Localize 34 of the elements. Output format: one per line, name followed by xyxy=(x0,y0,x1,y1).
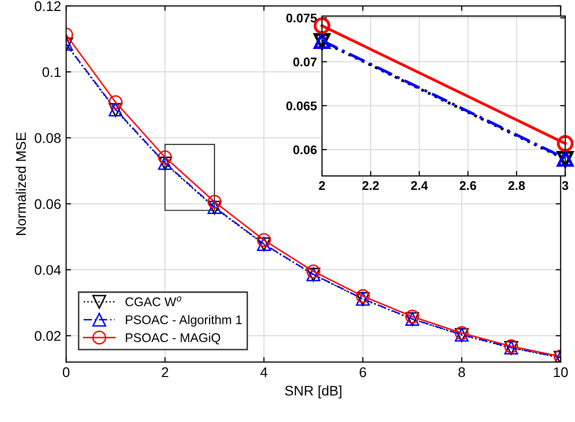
legend-label: PSOAC - MAGiQ xyxy=(126,332,220,344)
point xyxy=(158,150,172,164)
y-tick-label: 0.065 xyxy=(286,101,317,110)
y-axis-title: Normalized MSE xyxy=(16,132,26,235)
x-tick-label: 2.6 xyxy=(460,181,476,190)
y-tick-label: 0.02 xyxy=(34,331,61,341)
x-tick-label: 2 xyxy=(318,181,325,190)
x-tick-label: 2.8 xyxy=(508,181,525,190)
x-tick-label: 6 xyxy=(360,367,366,378)
y-tick-label: 0.075 xyxy=(286,14,317,22)
point xyxy=(306,264,320,278)
y-tick-label: 0.07 xyxy=(293,58,317,66)
x-tick-label: 8 xyxy=(458,367,465,378)
x-tick-label: 0 xyxy=(62,367,70,378)
x-tick-label: 2 xyxy=(162,367,168,377)
x-tick-label: 2.4 xyxy=(411,181,428,190)
y-tick-label: 0.06 xyxy=(34,199,61,209)
y-tick-label: 0.08 xyxy=(34,133,61,143)
y-tick-label: 0.12 xyxy=(34,1,61,12)
point xyxy=(556,135,574,152)
x-axis-title: SNR [dB] xyxy=(285,385,342,398)
x-tick-label: 4 xyxy=(260,367,268,377)
y-tick-label: 0.06 xyxy=(293,145,317,154)
x-tick-label: 2.2 xyxy=(362,181,379,190)
x-tick-label: 3 xyxy=(562,181,568,190)
legend-label: PSOAC - Algorithm 1 xyxy=(126,315,242,327)
point xyxy=(256,233,271,247)
legend-label: CGAC W$^{o}$ xyxy=(126,296,182,306)
point xyxy=(208,194,222,209)
point xyxy=(108,95,123,110)
y-tick-label: 0.1 xyxy=(42,67,61,78)
y-tick-label: 0.04 xyxy=(34,265,61,275)
point xyxy=(356,289,370,304)
x-tick-label: 10 xyxy=(554,367,568,378)
